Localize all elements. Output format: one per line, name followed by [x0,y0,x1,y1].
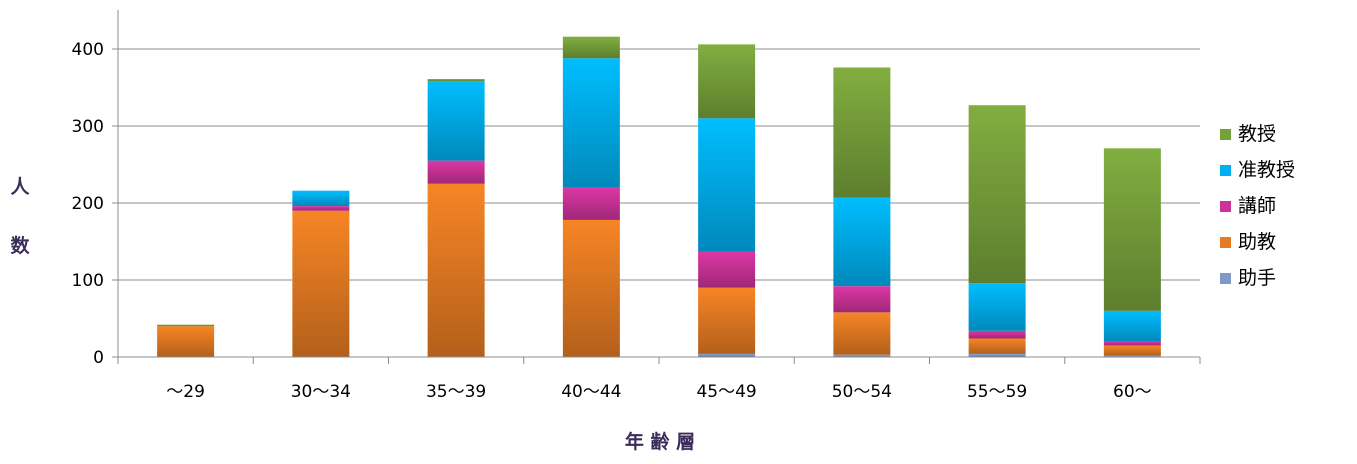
y-axis-title-char-2: 数 [10,234,30,257]
legend-label: 教授 [1238,123,1276,145]
bar-segment [292,190,350,207]
bar-segment [427,183,485,357]
legend-swatch [1220,201,1231,212]
y-tick-label: 200 [72,194,104,214]
axes: 0 100 200 300 400 ～29 30～34 35～39 40～44 45～49 50～5… [72,10,1201,402]
bars [157,36,1161,357]
bar-segment [698,353,756,357]
bar-segment [562,36,620,59]
y-axis-title-char-1: 人 [10,176,30,198]
legend-label: 助手 [1238,267,1276,289]
y-tick-label: 0 [93,348,104,368]
bar-segment [1103,341,1161,346]
bar-segment [833,67,891,198]
x-axis-title: 年 齢 層 [625,430,695,453]
bar-segment [427,81,485,161]
bar-segment [292,210,350,357]
x-tick-label: 45～49 [696,382,756,402]
y-tick-label: 400 [72,40,104,60]
bar-segment [1103,355,1161,357]
bar-segment [698,44,756,119]
y-tick-label: 300 [72,117,104,137]
bar-segment [833,286,891,313]
bar-segment [833,197,891,287]
bar-segment [562,187,620,220]
x-tick-label: 40～44 [561,382,621,402]
legend-swatch [1220,273,1231,284]
bar-segment [427,160,485,184]
bar-segment [1103,345,1161,356]
bar-segment [562,219,620,357]
bar-segment [1103,310,1161,342]
legend-swatch [1220,237,1231,248]
bar-segment [968,338,1026,354]
bar-segment [698,287,756,354]
bar-segment [968,105,1026,284]
bar-segment [157,326,215,357]
x-tick-label: ～29 [166,382,205,402]
bar-segment [698,118,756,252]
bar-segment [157,324,215,327]
legend-label: 講師 [1238,195,1276,217]
bar-segment [427,79,485,82]
legend-label: 准教授 [1238,159,1295,181]
bar-segment [833,312,891,355]
bar-segment [698,251,756,288]
legend-swatch [1220,165,1231,176]
bar-segment [1103,148,1161,311]
legend-swatch [1220,129,1231,140]
y-tick-label: 100 [72,271,104,291]
bar-segment [968,353,1026,357]
bar-segment [292,206,350,211]
x-tick-label: 60～ [1113,382,1152,402]
x-tick-label: 30～34 [291,382,351,402]
bar-segment [968,330,1026,339]
x-tick-label: 55～59 [967,382,1027,402]
bar-segment [562,58,620,188]
legend-label: 助教 [1238,231,1276,253]
bar-segment [833,354,891,357]
gridlines [118,48,1200,281]
bar-segment [968,283,1026,331]
x-tick-label: 50～54 [832,382,892,402]
x-tick-label: 35～39 [426,382,486,402]
